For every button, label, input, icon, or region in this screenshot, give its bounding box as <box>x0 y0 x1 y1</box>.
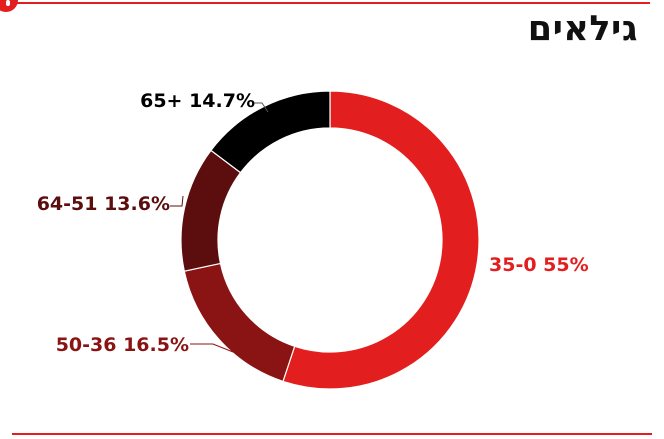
slice-label-65plus: 65+ 14.7% <box>140 90 255 112</box>
bottom-divider <box>12 433 652 435</box>
slice-label-35-0: 35-0 55% <box>489 254 589 276</box>
top-divider <box>16 2 650 4</box>
leader-line-65plus <box>253 102 269 113</box>
slice-label-64-51: 64-51 13.6% <box>37 193 170 215</box>
leader-lines-layer <box>170 102 269 353</box>
brand-logo-mark <box>6 0 10 6</box>
leader-line-50-36 <box>190 343 234 353</box>
donut-slice-35-0 <box>282 90 480 390</box>
chart-title: גילאים <box>527 9 638 49</box>
slice-label-50-36: 50-36 16.5% <box>56 334 189 356</box>
slices-layer <box>180 90 480 390</box>
labels-layer: 35-0 55% 50-36 16.5% 64-51 13.6% 65+ 14.7% <box>37 90 589 356</box>
donut-slice-64-51 <box>180 149 242 272</box>
leader-line-64-51 <box>170 195 184 207</box>
donut-slice-65plus <box>210 90 331 174</box>
donut-slice-50-36 <box>183 262 296 383</box>
brand-logo-icon <box>0 0 18 12</box>
